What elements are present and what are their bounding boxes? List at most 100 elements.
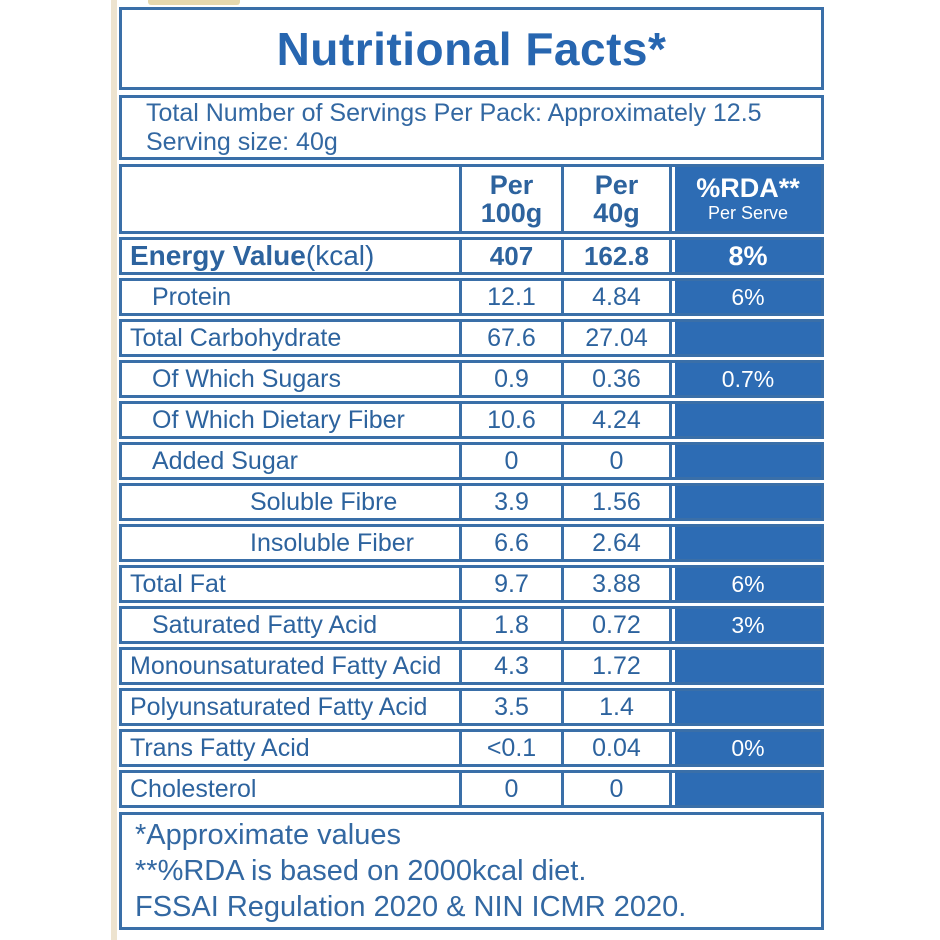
nutrient-name: Monounsaturated Fatty Acid [130, 651, 442, 680]
table-row: Monounsaturated Fatty Acid 4.3 1.72 [119, 647, 824, 685]
rda-value: 0% [675, 732, 821, 764]
table-row: Added Sugar 0 0 [119, 442, 824, 480]
per-40g-value: 0 [561, 445, 669, 477]
table-row: Trans Fatty Acid <0.1 0.04 0% [119, 729, 824, 767]
serving-size-text: Serving size: 40g [146, 127, 338, 156]
page-title: Nutritional Facts* [276, 22, 667, 75]
rda-value [675, 691, 821, 723]
table-row: Insoluble Fiber 6.6 2.64 [119, 524, 824, 562]
rda-value [675, 773, 821, 805]
nutrient-name: Total Carbohydrate [130, 323, 342, 352]
table-row: Protein 12.1 4.84 6% [119, 278, 824, 316]
serving-info-box: Total Number of Servings Per Pack: Appro… [119, 95, 824, 160]
per-100g-value: 6.6 [459, 527, 561, 559]
nutrient-name: Energy Value [130, 240, 306, 271]
table-row: Cholesterol 0 0 [119, 770, 824, 808]
per-100g-value: 9.7 [459, 568, 561, 600]
footnotes-box: *Approximate values **%RDA is based on 2… [119, 812, 824, 930]
per-100g-value: 0 [459, 445, 561, 477]
per-40g-value: 1.72 [561, 650, 669, 682]
per-40g-value: 0 [561, 773, 669, 805]
footnote-regulation: FSSAI Regulation 2020 & NIN ICMR 2020. [135, 891, 687, 924]
rda-value [675, 650, 821, 682]
nutrient-label-cell: Total Carbohydrate [122, 322, 459, 354]
rda-cell [669, 527, 821, 559]
rda-value [675, 322, 821, 354]
nutrition-table: Per 100g Per 40g %RDA** Per Serve Energy… [119, 164, 824, 808]
rda-cell: 0.7% [669, 363, 821, 395]
table-row: Energy Value (kcal) 407 162.8 8% [119, 237, 824, 275]
table-row: Polyunsaturated Fatty Acid 3.5 1.4 [119, 688, 824, 726]
rda-value [675, 486, 821, 518]
rda-cell [669, 445, 821, 477]
nutrient-name: Added Sugar [152, 446, 298, 475]
rda-value [675, 404, 821, 436]
header-per-100g: Per 100g [459, 167, 561, 231]
rda-cell: 8% [669, 240, 821, 272]
nutrient-label-cell: Cholesterol [122, 773, 459, 805]
rda-cell: 6% [669, 281, 821, 313]
nutrient-label-cell: Saturated Fatty Acid [122, 609, 459, 641]
rda-value: 3% [675, 609, 821, 641]
rda-cell [669, 322, 821, 354]
nutrient-name: Of Which Dietary Fiber [152, 405, 405, 434]
nutrient-label-cell: Polyunsaturated Fatty Acid [122, 691, 459, 723]
table-row: Total Carbohydrate 67.6 27.04 [119, 319, 824, 357]
table-header-row: Per 100g Per 40g %RDA** Per Serve [119, 164, 824, 234]
per-40g-value: 1.56 [561, 486, 669, 518]
nutrient-name: Trans Fatty Acid [130, 733, 310, 762]
nutrient-name: Soluble Fibre [250, 487, 398, 516]
nutrient-name: Polyunsaturated Fatty Acid [130, 692, 428, 721]
page-edge-strip [111, 0, 117, 940]
per-100g-value: 407 [459, 240, 561, 272]
per-100g-value: 1.8 [459, 609, 561, 641]
per-100g-value: 67.6 [459, 322, 561, 354]
per-100g-value: 4.3 [459, 650, 561, 682]
table-row: Of Which Sugars 0.9 0.36 0.7% [119, 360, 824, 398]
per-100g-value: 10.6 [459, 404, 561, 436]
rda-cell: 6% [669, 568, 821, 600]
per-100g-value: 0.9 [459, 363, 561, 395]
rda-cell [669, 650, 821, 682]
rda-value: 6% [675, 568, 821, 600]
rda-value [675, 527, 821, 559]
rda-cell [669, 486, 821, 518]
header-rda-fill: %RDA** Per Serve [675, 167, 821, 231]
rda-cell: 0% [669, 732, 821, 764]
nutrient-label-cell: Added Sugar [122, 445, 459, 477]
nutrient-name: Of Which Sugars [152, 364, 341, 393]
label-content: Nutritional Facts* Total Number of Servi… [119, 7, 824, 930]
table-row: Saturated Fatty Acid 1.8 0.72 3% [119, 606, 824, 644]
nutrient-name: Insoluble Fiber [250, 528, 414, 557]
footnote-rda-basis: **%RDA is based on 2000kcal diet. [135, 854, 587, 887]
rda-value [675, 445, 821, 477]
servings-per-pack-text: Total Number of Servings Per Pack: Appro… [146, 98, 762, 127]
header-rda: %RDA** Per Serve [669, 167, 821, 231]
table-row: Total Fat 9.7 3.88 6% [119, 565, 824, 603]
rda-value: 8% [675, 240, 821, 272]
nutrient-name: Protein [152, 282, 232, 311]
table-body: Energy Value (kcal) 407 162.8 8% Protein … [119, 237, 824, 808]
per-40g-value: 0.36 [561, 363, 669, 395]
nutrient-label-cell: Of Which Sugars [122, 363, 459, 395]
per-40g-value: 3.88 [561, 568, 669, 600]
header-per-40g: Per 40g [561, 167, 669, 231]
per-100g-value: 0 [459, 773, 561, 805]
nutrient-name: Saturated Fatty Acid [152, 610, 378, 639]
per-40g-value: 0.72 [561, 609, 669, 641]
nutrient-name: Cholesterol [130, 774, 257, 803]
header-blank-cell [122, 167, 459, 231]
nutrient-label-cell: Protein [122, 281, 459, 313]
table-row: Of Which Dietary Fiber 10.6 4.24 [119, 401, 824, 439]
rda-cell [669, 691, 821, 723]
rda-value: 0.7% [675, 363, 821, 395]
nutrient-label-cell: Energy Value (kcal) [122, 240, 459, 272]
per-40g-value: 2.64 [561, 527, 669, 559]
per-100g-value: 3.9 [459, 486, 561, 518]
per-40g-value: 27.04 [561, 322, 669, 354]
per-40g-value: 162.8 [561, 240, 669, 272]
top-edge-artifact [148, 0, 240, 5]
per-40g-value: 1.4 [561, 691, 669, 723]
footnote-approximate: *Approximate values [135, 818, 401, 851]
